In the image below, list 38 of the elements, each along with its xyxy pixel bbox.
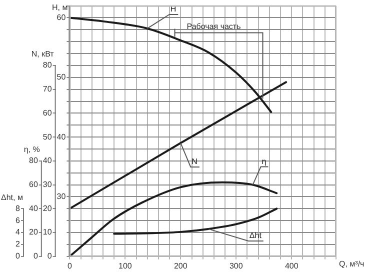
y2-tick-label: 40 bbox=[42, 156, 52, 166]
series-label: Δht bbox=[249, 231, 262, 240]
x-tick-label: 400 bbox=[284, 261, 299, 270]
x-axis-title: Q, м³/ч bbox=[339, 260, 364, 269]
y-tick-label: 4 bbox=[16, 228, 21, 237]
y2-tick-label: 60 bbox=[42, 108, 52, 118]
y2-tick-label: 50 bbox=[42, 132, 52, 142]
y-tick-label: 6 bbox=[16, 216, 21, 225]
y2-tick-label: 30 bbox=[42, 180, 52, 190]
y-tick-label: 0 bbox=[16, 252, 21, 261]
y2-tick-label: 0 bbox=[47, 252, 52, 261]
text: η bbox=[262, 157, 266, 166]
y2-tick-label: 70 bbox=[42, 84, 52, 94]
y-tick-label: 8 bbox=[16, 204, 21, 213]
y-tick-label: 30 bbox=[56, 192, 66, 201]
y3-tick-label: 20 bbox=[28, 228, 38, 237]
annotation: Рабочая часть bbox=[186, 22, 241, 32]
text: N bbox=[192, 157, 198, 166]
y2-tick-label: 10 bbox=[42, 228, 52, 237]
line-series bbox=[70, 181, 278, 256]
y3-tick-label: 60 bbox=[28, 180, 38, 190]
x-tick-label: 200 bbox=[174, 261, 188, 270]
x-tick-label: 0 bbox=[67, 261, 72, 270]
y-tick-label: 2 bbox=[16, 240, 21, 249]
y3-axis-title: η, % bbox=[24, 145, 40, 154]
x-tick-label: 100 bbox=[118, 261, 132, 270]
y3-tick-label: 80 bbox=[28, 156, 38, 166]
x-tick-label: 300 bbox=[229, 261, 244, 270]
y-tick-label: 40 bbox=[56, 132, 66, 142]
y-axis-title: Δht, м bbox=[1, 192, 23, 202]
y2-tick-label: 80 bbox=[42, 60, 52, 70]
y2-axis-title: N, кВт bbox=[31, 50, 54, 59]
y-axis-title: H, м bbox=[52, 3, 68, 12]
y3-tick-label: 40 bbox=[28, 204, 38, 213]
y2-tick-label: 20 bbox=[42, 204, 52, 213]
y3-tick-label: 0 bbox=[33, 252, 38, 261]
y-tick-label: 50 bbox=[56, 72, 66, 82]
y-tick-label: 60 bbox=[56, 12, 66, 22]
